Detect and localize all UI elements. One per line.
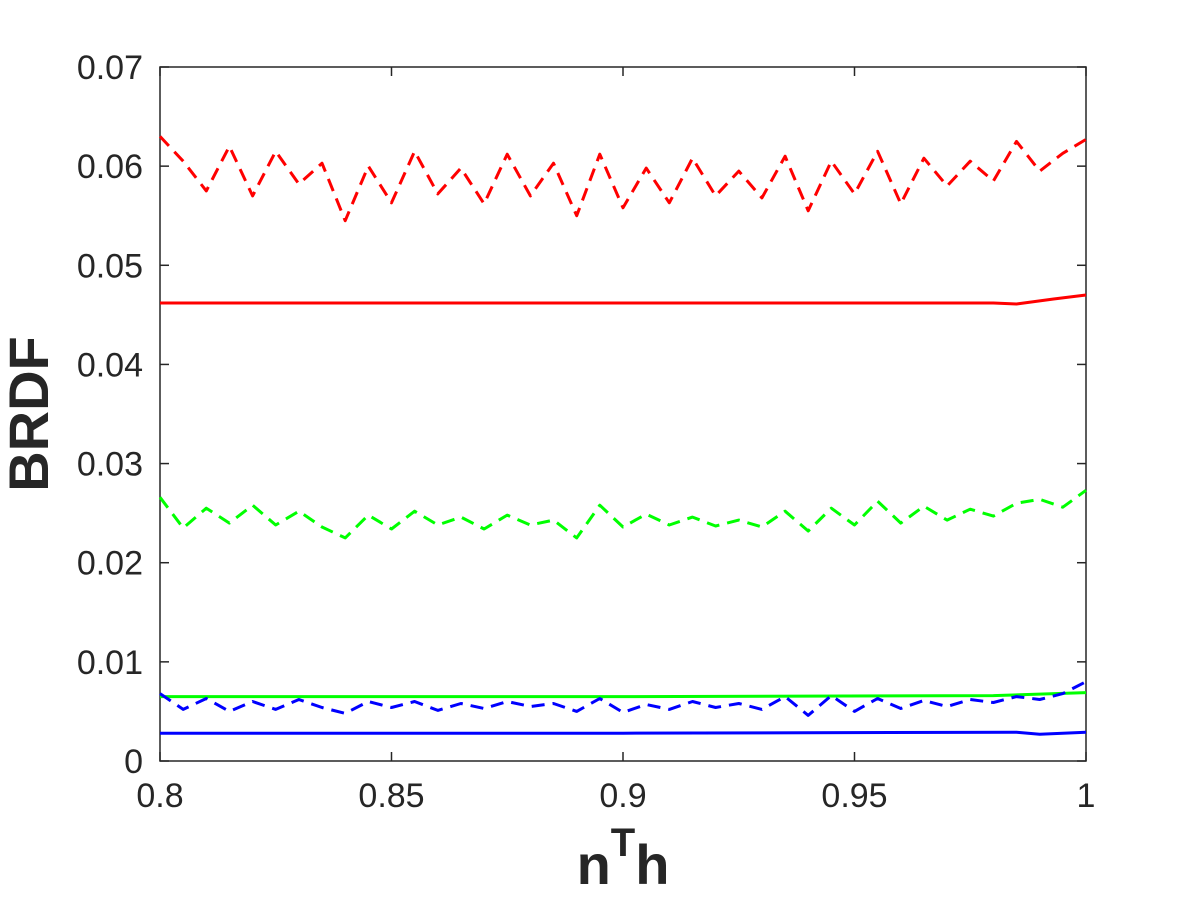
y-tick-label: 0 bbox=[124, 743, 143, 781]
series-line-6 bbox=[159, 680, 1087, 717]
y-tick-label: 0.07 bbox=[77, 49, 143, 87]
plot-area bbox=[159, 66, 1087, 762]
x-tick-label: 0.9 bbox=[599, 777, 646, 815]
series-layer bbox=[158, 135, 1087, 736]
y-tick-label: 0.05 bbox=[77, 247, 143, 285]
x-tick-label: 0.95 bbox=[821, 777, 887, 815]
y-tick-label: 0.03 bbox=[77, 446, 143, 484]
x-axis-title-base: n bbox=[577, 833, 611, 896]
y-tick-label: 0.02 bbox=[77, 545, 143, 583]
x-axis-title-rest: h bbox=[635, 833, 669, 896]
x-axis-title: nTh bbox=[577, 821, 670, 896]
x-tick-label: 1 bbox=[1077, 777, 1096, 815]
y-tick-label: 0.04 bbox=[77, 346, 143, 384]
x-tick-label: 0.8 bbox=[136, 777, 183, 815]
series-line-3 bbox=[160, 691, 1087, 699]
x-tick-label: 0.85 bbox=[358, 777, 424, 815]
y-axis-title: BRDF bbox=[0, 336, 60, 492]
x-axis-title-superscript: T bbox=[611, 821, 635, 865]
ticks-layer: 0.8 0.85 0.9 0.95 1 0 0.01 0.02 0.03 0.04 0.05 0.06… bbox=[77, 49, 1096, 815]
series-line-4 bbox=[158, 489, 1087, 540]
y-tick-label: 0.01 bbox=[77, 644, 143, 682]
y-tick-label: 0.06 bbox=[77, 148, 143, 186]
series-line-5 bbox=[160, 730, 1087, 736]
series-line-1 bbox=[160, 293, 1087, 306]
series-line-2 bbox=[158, 135, 1087, 223]
